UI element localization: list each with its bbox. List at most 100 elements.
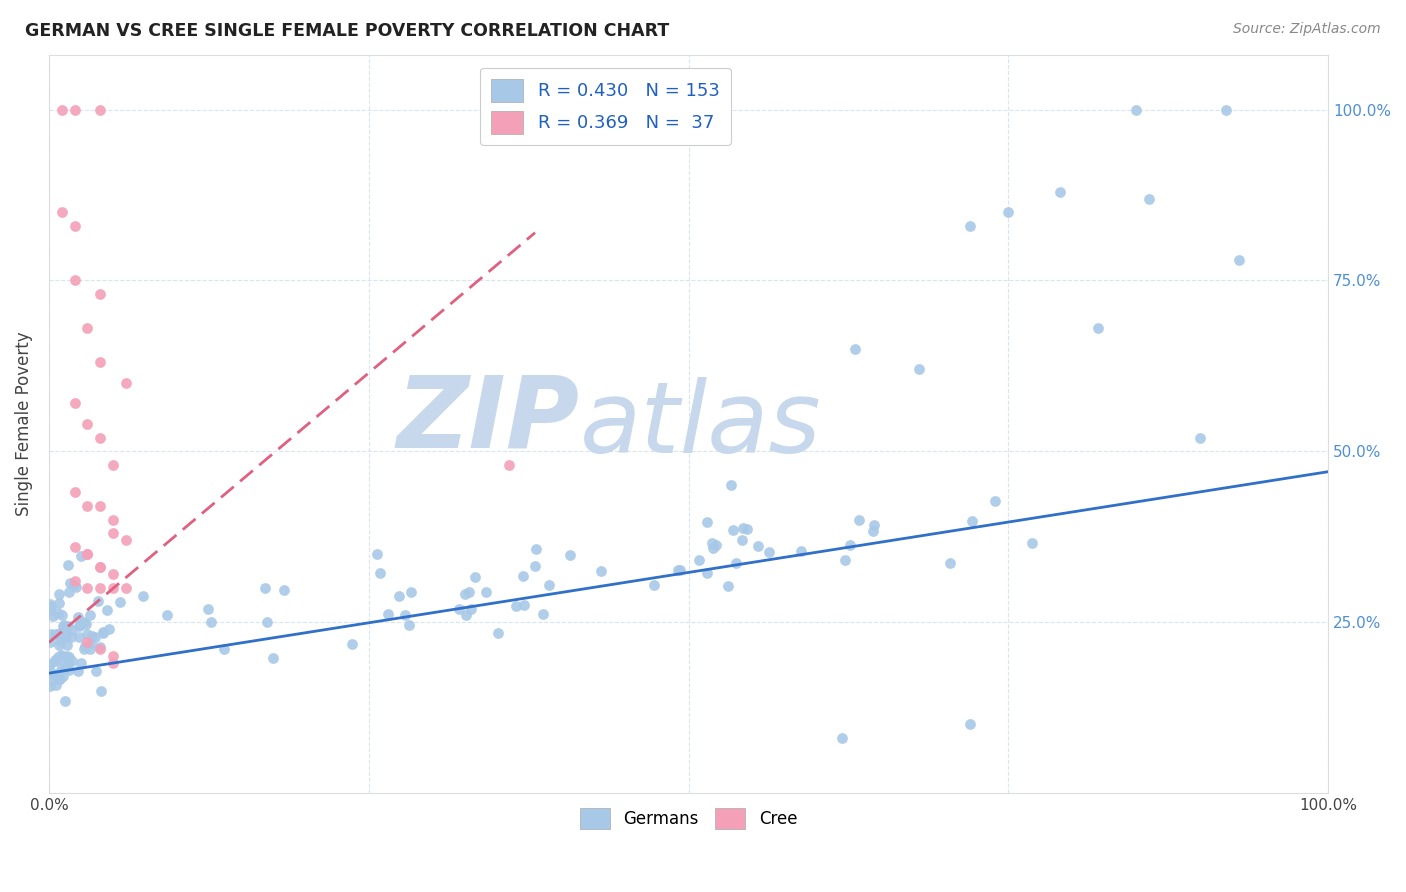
Point <box>76 547 98 561</box>
Text: ZIP: ZIP <box>396 372 579 468</box>
Legend: Germans, Cree: Germans, Cree <box>574 801 804 836</box>
Point <box>704 538 727 552</box>
Point <box>38 597 60 611</box>
Point <box>460 601 482 615</box>
Point <box>368 566 391 581</box>
Point <box>60 623 83 637</box>
Point <box>862 524 884 538</box>
Point <box>962 514 984 528</box>
Point <box>101 458 124 472</box>
Point <box>76 627 98 641</box>
Point <box>48 672 70 686</box>
Point <box>84 630 107 644</box>
Point <box>52 625 75 640</box>
Point <box>69 618 91 632</box>
Point <box>1189 431 1212 445</box>
Point <box>526 542 548 557</box>
Point <box>1021 535 1043 549</box>
Point <box>831 731 853 745</box>
Point <box>512 568 534 582</box>
Point <box>56 558 79 573</box>
Point <box>76 635 98 649</box>
Point <box>65 580 87 594</box>
Point <box>52 630 75 644</box>
Point <box>41 609 63 624</box>
Point <box>997 205 1019 219</box>
Point <box>38 657 60 671</box>
Point <box>41 673 63 688</box>
Point <box>58 650 80 665</box>
Point <box>39 657 62 671</box>
Point <box>101 526 124 541</box>
Point <box>101 581 124 595</box>
Point <box>498 458 520 472</box>
Point <box>91 625 114 640</box>
Point <box>75 616 97 631</box>
Point <box>696 516 718 530</box>
Point <box>700 536 723 550</box>
Point <box>38 679 60 693</box>
Point <box>758 544 780 558</box>
Point <box>52 619 75 633</box>
Point <box>98 622 121 636</box>
Point <box>89 287 111 301</box>
Point <box>486 626 509 640</box>
Point <box>101 567 124 582</box>
Text: Source: ZipAtlas.com: Source: ZipAtlas.com <box>1233 22 1381 37</box>
Point <box>73 642 96 657</box>
Point <box>51 103 73 117</box>
Point <box>48 587 70 601</box>
Point <box>89 640 111 654</box>
Point <box>959 717 981 731</box>
Point <box>89 103 111 117</box>
Point <box>256 615 278 629</box>
Text: GERMAN VS CREE SINGLE FEMALE POVERTY CORRELATION CHART: GERMAN VS CREE SINGLE FEMALE POVERTY COR… <box>25 22 669 40</box>
Point <box>101 656 124 670</box>
Point <box>55 629 77 643</box>
Point <box>56 657 79 671</box>
Point <box>44 652 66 666</box>
Point <box>212 642 235 657</box>
Point <box>114 581 136 595</box>
Point <box>101 649 124 664</box>
Point <box>388 589 411 603</box>
Point <box>59 575 82 590</box>
Point <box>73 639 96 653</box>
Point <box>48 639 70 653</box>
Point <box>844 342 866 356</box>
Point <box>44 668 66 682</box>
Point <box>46 606 69 620</box>
Y-axis label: Single Female Poverty: Single Female Poverty <box>15 332 32 516</box>
Point <box>721 523 744 537</box>
Point <box>41 666 63 681</box>
Point <box>56 619 79 633</box>
Point <box>56 638 79 652</box>
Point <box>76 499 98 513</box>
Point <box>67 630 90 644</box>
Point <box>51 607 73 622</box>
Point <box>80 635 103 649</box>
Point <box>253 581 276 595</box>
Point <box>1125 103 1147 117</box>
Point <box>63 540 86 554</box>
Point <box>101 512 124 526</box>
Point <box>666 563 689 577</box>
Point <box>89 560 111 574</box>
Point <box>735 522 758 536</box>
Point <box>731 521 754 535</box>
Point <box>863 518 886 533</box>
Point <box>114 533 136 547</box>
Point <box>48 596 70 610</box>
Point <box>702 541 724 556</box>
Point <box>56 648 79 663</box>
Point <box>156 607 179 622</box>
Point <box>1227 252 1250 267</box>
Point <box>89 642 111 657</box>
Point <box>834 553 856 567</box>
Point <box>63 219 86 233</box>
Point <box>1087 321 1109 335</box>
Point <box>959 219 981 233</box>
Point <box>453 587 475 601</box>
Point <box>724 556 747 570</box>
Point <box>475 585 498 599</box>
